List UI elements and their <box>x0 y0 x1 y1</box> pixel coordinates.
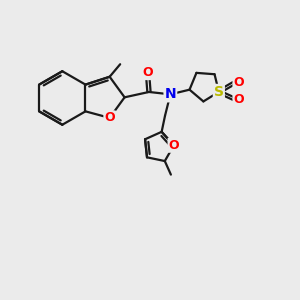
Text: O: O <box>169 139 179 152</box>
Text: O: O <box>233 93 244 106</box>
Text: O: O <box>104 111 115 124</box>
Text: S: S <box>214 85 224 99</box>
Text: N: N <box>165 87 176 101</box>
Text: O: O <box>233 76 244 89</box>
Text: O: O <box>142 66 153 79</box>
